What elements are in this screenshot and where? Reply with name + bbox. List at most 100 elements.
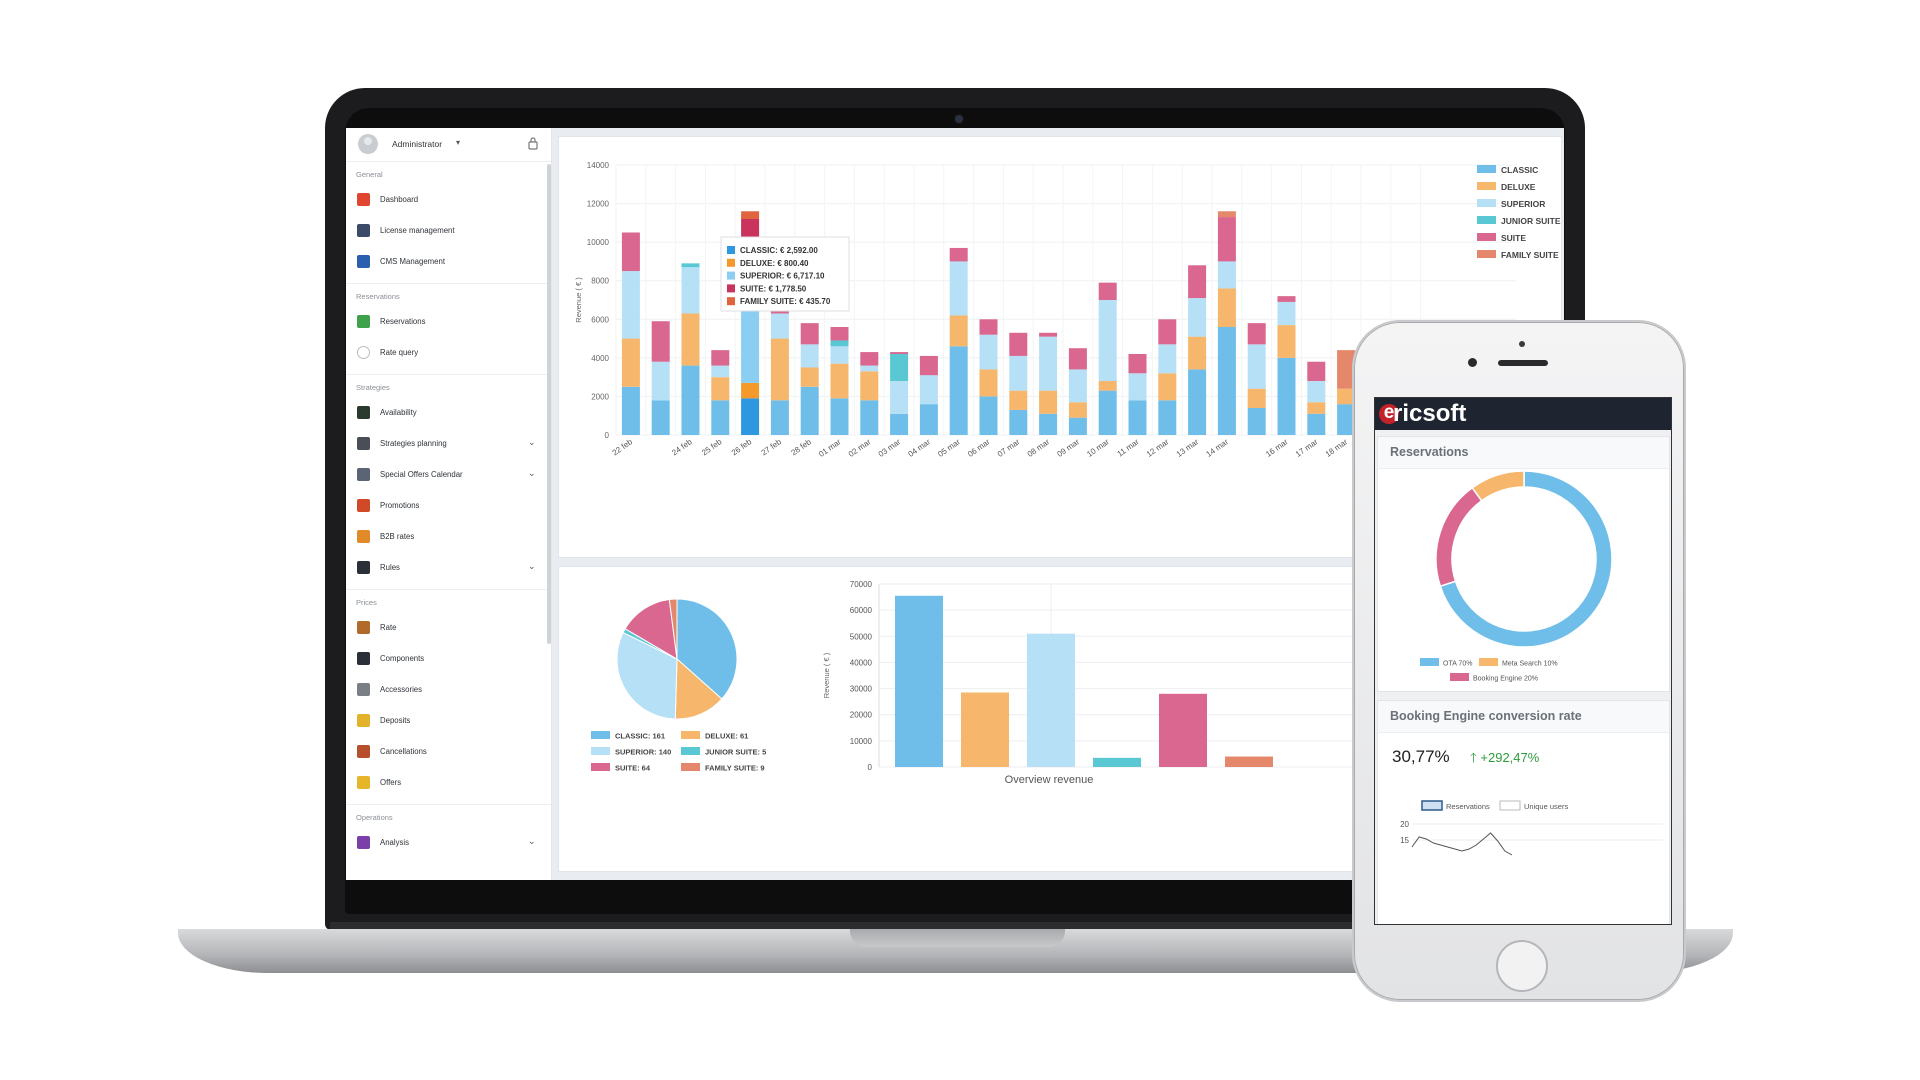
bar-segment [1068,348,1087,370]
sidebar-item-promotions[interactable]: Promotions [346,490,551,521]
sidebar-item-availability[interactable]: Availability [346,397,551,428]
bar-segment [1217,288,1236,327]
legend-label: CLASSIC [1501,165,1538,175]
chevron-down-icon[interactable]: ⌄ [528,836,536,846]
sidebar-item-license-management[interactable]: License management [346,215,551,246]
bar [1225,756,1273,767]
y-tick-label: 14000 [587,161,610,170]
bar [961,692,1009,767]
y-tick-label: 2000 [591,392,609,401]
sidebar-item-rate-query[interactable]: Rate query [346,337,551,368]
bar-segment [1039,332,1058,337]
bar-segment [800,386,819,435]
sidebar-item-rules[interactable]: Rules ⌄ [346,552,551,583]
rate-query-icon [357,346,370,359]
sidebar-item-label: Strategies planning [380,439,447,448]
sidebar-scrollbar[interactable] [547,164,551,644]
tooltip-swatch [727,258,735,267]
sidebar-item-offers[interactable]: Offers [346,767,551,798]
sidebar-item-strategies-planning[interactable]: Strategies planning ⌄ [346,428,551,459]
rate-icon [357,621,370,634]
bar-segment [860,400,879,435]
sidebar-item-accessories[interactable]: Accessories [346,674,551,705]
bar-segment [1158,319,1177,345]
divider [346,589,551,590]
tooltip-line: SUPERIOR: € 6,717.10 [740,272,825,281]
bar-segment [1277,325,1296,358]
sidebar-item-analysis[interactable]: Analysis ⌄ [346,827,551,858]
license-icon [357,224,370,237]
bar-segment [1307,402,1326,414]
bar-segment [830,346,849,364]
sidebar-item-label: Accessories [380,685,423,694]
sidebar-item-reservations[interactable]: Reservations [346,306,551,337]
lock-icon[interactable] [528,136,538,150]
availability-icon [357,406,370,419]
section-title-general: General [356,170,383,179]
x-axis-label: Overview revenue [1005,774,1094,786]
bar-segment [621,386,640,435]
tooltip-swatch [727,246,735,254]
donut-slice [1471,470,1525,502]
bar-segment [919,404,938,435]
y-tick-label: 12000 [587,200,610,209]
sidebar-item-label: Analysis [380,838,410,847]
y-axis-label: Revenue ( € ) [574,277,583,323]
x-tick-label: 09 mar [1055,437,1081,459]
user-name[interactable]: Administrator [392,139,443,149]
legend-label: Reservations [1446,802,1490,811]
sidebar-item-deposits[interactable]: Deposits [346,705,551,736]
bar [895,595,943,767]
x-tick-label: 26 feb [730,437,754,457]
legend-label: JUNIOR SUITE [1501,216,1561,226]
bar-segment [1217,211,1236,218]
chevron-down-icon[interactable]: ⌄ [528,437,536,447]
room-type-pie-chart: CLASSIC: 161 DELUXE: 61 SUPERIOR: 140 JUNIO… [591,598,766,773]
pie-slice [674,657,723,720]
sidebar-item-label: Deposits [380,716,411,725]
bar-segment [949,247,968,262]
accessories-icon [357,683,370,696]
bar-segment [919,375,938,405]
sidebar-item-cancellations[interactable]: Cancellations [346,736,551,767]
card-header [1378,437,1669,469]
bar-segment [800,323,819,345]
laptop-camera [953,113,965,125]
sidebar-item-cms-management[interactable]: CMS Management [346,246,551,277]
bar-segment [1009,355,1028,391]
user-bar[interactable]: Administrator ▾ [346,128,551,162]
y-tick-label: 40000 [850,658,873,667]
phone-screen: e ricsoft Reservations OTA 70% Meta Searc… [1374,397,1672,925]
sidebar-item-special-offers-calendar[interactable]: Special Offers Calendar ⌄ [346,459,551,490]
section-title-reservations: Reservations [356,292,400,301]
sidebar-item-dashboard[interactable]: Dashboard [346,184,551,215]
divider [346,374,551,375]
section-title-strategies: Strategies [356,383,390,392]
calendar-icon [357,468,370,481]
b2b-icon [357,530,370,543]
channel-donut-chart: OTA 70% Meta Search 10% Booking Engine 20% [1420,470,1613,683]
bar-segment [1188,265,1207,299]
phone-home-button[interactable] [1496,940,1548,992]
reservations-icon [357,315,370,328]
sidebar-item-rate[interactable]: Rate [346,612,551,643]
phone-front-camera [1468,358,1477,367]
y-tick-label: 60000 [850,606,873,615]
chevron-down-icon[interactable]: ▾ [456,138,461,147]
laptop-hinge [330,922,1580,930]
x-tick-label: 13 mar [1175,437,1201,459]
cancellations-icon [357,745,370,758]
sidebar-item-components[interactable]: Components [346,643,551,674]
y-tick-label: 20 [1400,820,1409,829]
bar-segment [979,334,998,370]
chevron-down-icon[interactable]: ⌄ [528,561,536,571]
avatar[interactable] [358,134,378,154]
bar-segment [621,271,640,339]
chevron-down-icon[interactable]: ⌄ [528,468,536,478]
bar-segment [770,400,789,435]
y-axis-label: Revenue ( € ) [822,652,831,698]
bar-segment [1188,298,1207,337]
legend-label: OTA 70% [1443,661,1472,668]
sidebar-item-b2b-rates[interactable]: B2B rates [346,521,551,552]
bar-segment [949,261,968,316]
